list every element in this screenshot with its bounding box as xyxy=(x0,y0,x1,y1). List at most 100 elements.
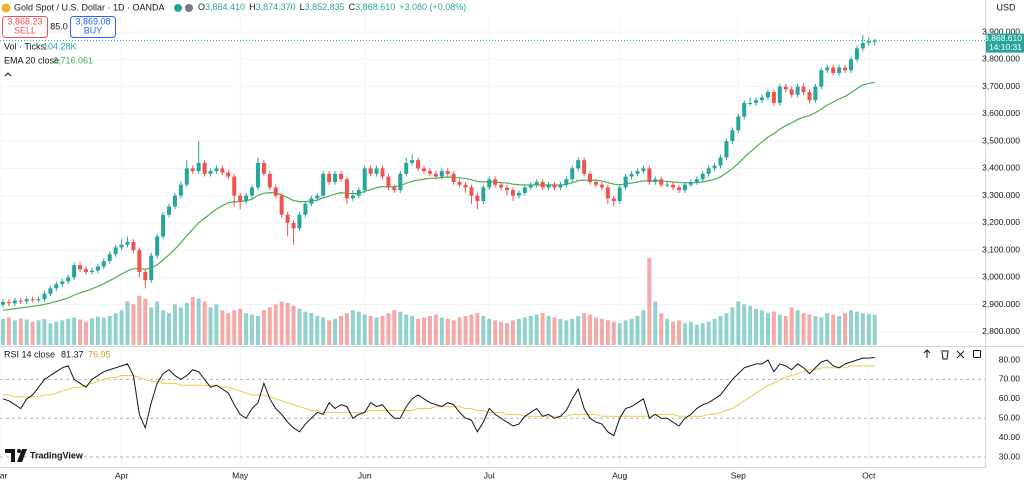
ohlc-value: 3,864.410 xyxy=(205,2,245,12)
candle-body xyxy=(469,187,474,196)
volume-bar xyxy=(641,310,646,345)
candle-body xyxy=(760,97,765,101)
y-tick-label: 3,600.000 xyxy=(982,108,1020,118)
candle-body xyxy=(493,179,498,185)
sell-price: 3,868.23 xyxy=(7,16,42,26)
candle-body xyxy=(730,130,735,142)
volume-last: 104.28K xyxy=(43,41,77,51)
volume-bar xyxy=(712,318,717,345)
volume-bar xyxy=(95,316,100,345)
price-layer xyxy=(0,34,985,311)
candle-body xyxy=(386,176,391,188)
candle-body xyxy=(30,299,35,301)
candle-body xyxy=(593,181,598,185)
volume-bar xyxy=(380,316,385,345)
volume-bar xyxy=(647,258,652,345)
volume-bar xyxy=(866,313,871,345)
volume-bar xyxy=(617,323,622,345)
candle-body xyxy=(487,179,492,188)
sell-button[interactable] xyxy=(2,16,48,38)
volume-bar xyxy=(730,307,735,345)
volume-bar xyxy=(214,304,219,345)
volume-bar xyxy=(261,310,266,345)
volume-bar xyxy=(831,314,836,345)
candle-body xyxy=(172,195,177,207)
candle-body xyxy=(338,173,343,180)
candle-body xyxy=(72,265,77,278)
volume-bar xyxy=(576,316,581,345)
candle-body xyxy=(475,195,480,202)
candle-body xyxy=(481,187,486,202)
candle-body xyxy=(226,172,231,177)
buy-label: BUY xyxy=(84,25,103,35)
ohlc-key: O xyxy=(198,2,205,12)
collapse-icon[interactable] xyxy=(4,72,12,77)
maximize-icon[interactable] xyxy=(973,350,981,358)
last-price-label: 3,868.610 xyxy=(984,33,1022,43)
y-tick-label: 3,100.000 xyxy=(982,244,1020,254)
volume-bar xyxy=(18,318,23,345)
volume-bar xyxy=(386,313,391,345)
y-tick-label: 3,000.000 xyxy=(982,272,1020,282)
candle-body xyxy=(712,165,717,169)
y-tick-label: 3,500.000 xyxy=(982,135,1020,145)
volume-bar xyxy=(588,314,593,345)
volume-bar xyxy=(279,301,284,345)
candle-body xyxy=(623,176,628,188)
volume-bar xyxy=(789,307,794,345)
volume-bar xyxy=(131,304,136,345)
volume-bar xyxy=(754,308,759,345)
candle-body xyxy=(617,187,622,202)
volume-bar xyxy=(155,301,160,345)
candle-body xyxy=(202,162,207,174)
volume-bar xyxy=(599,318,604,345)
buy-button[interactable] xyxy=(70,16,116,38)
candle-body xyxy=(321,173,326,196)
candle-body xyxy=(398,173,403,191)
volume-bar xyxy=(659,313,664,345)
x-tick-label: Jul xyxy=(484,470,495,480)
volume-bar xyxy=(404,314,409,345)
volume-bar xyxy=(522,317,527,345)
candle-body xyxy=(60,281,65,285)
volume-bar xyxy=(505,323,510,345)
candle-body xyxy=(422,168,427,172)
pane-controls xyxy=(923,349,981,360)
volume-bar xyxy=(0,318,5,345)
volume-bar xyxy=(12,320,17,345)
volume-bar xyxy=(309,313,314,345)
candle-body xyxy=(635,171,640,174)
move-up-icon[interactable] xyxy=(923,349,931,358)
candle-body xyxy=(516,192,521,196)
volume-bar xyxy=(493,320,498,345)
candle-body xyxy=(250,187,255,196)
brand: TradingView xyxy=(30,450,84,460)
candle-body xyxy=(576,160,581,169)
volume-bar xyxy=(374,317,379,345)
volume-bar xyxy=(671,321,676,345)
delete-icon[interactable] xyxy=(941,350,949,360)
volume-bar xyxy=(611,321,616,345)
volume-bar xyxy=(89,318,94,345)
rsi-line xyxy=(2,356,875,437)
volume-bar xyxy=(220,310,225,345)
candle-body xyxy=(700,173,705,180)
volume-bar xyxy=(783,316,788,345)
volume-bar xyxy=(83,321,88,345)
last-price-box xyxy=(986,33,1024,53)
candle-body xyxy=(754,100,759,103)
candle-body xyxy=(540,181,545,188)
logo-mark xyxy=(5,449,15,462)
volume-bar xyxy=(338,316,343,345)
volume-bar xyxy=(172,304,177,345)
volume-bar xyxy=(807,314,812,345)
y-tick-label: 3,900.000 xyxy=(982,26,1020,36)
candle-body xyxy=(344,179,349,199)
x-tick-label: Sep xyxy=(731,470,746,480)
volume-bar xyxy=(321,317,326,345)
candle-body xyxy=(238,195,243,202)
x-tick-label: Apr xyxy=(115,470,128,480)
close-icon[interactable] xyxy=(956,350,965,359)
candle-body xyxy=(410,160,415,163)
candle-body xyxy=(534,181,539,185)
